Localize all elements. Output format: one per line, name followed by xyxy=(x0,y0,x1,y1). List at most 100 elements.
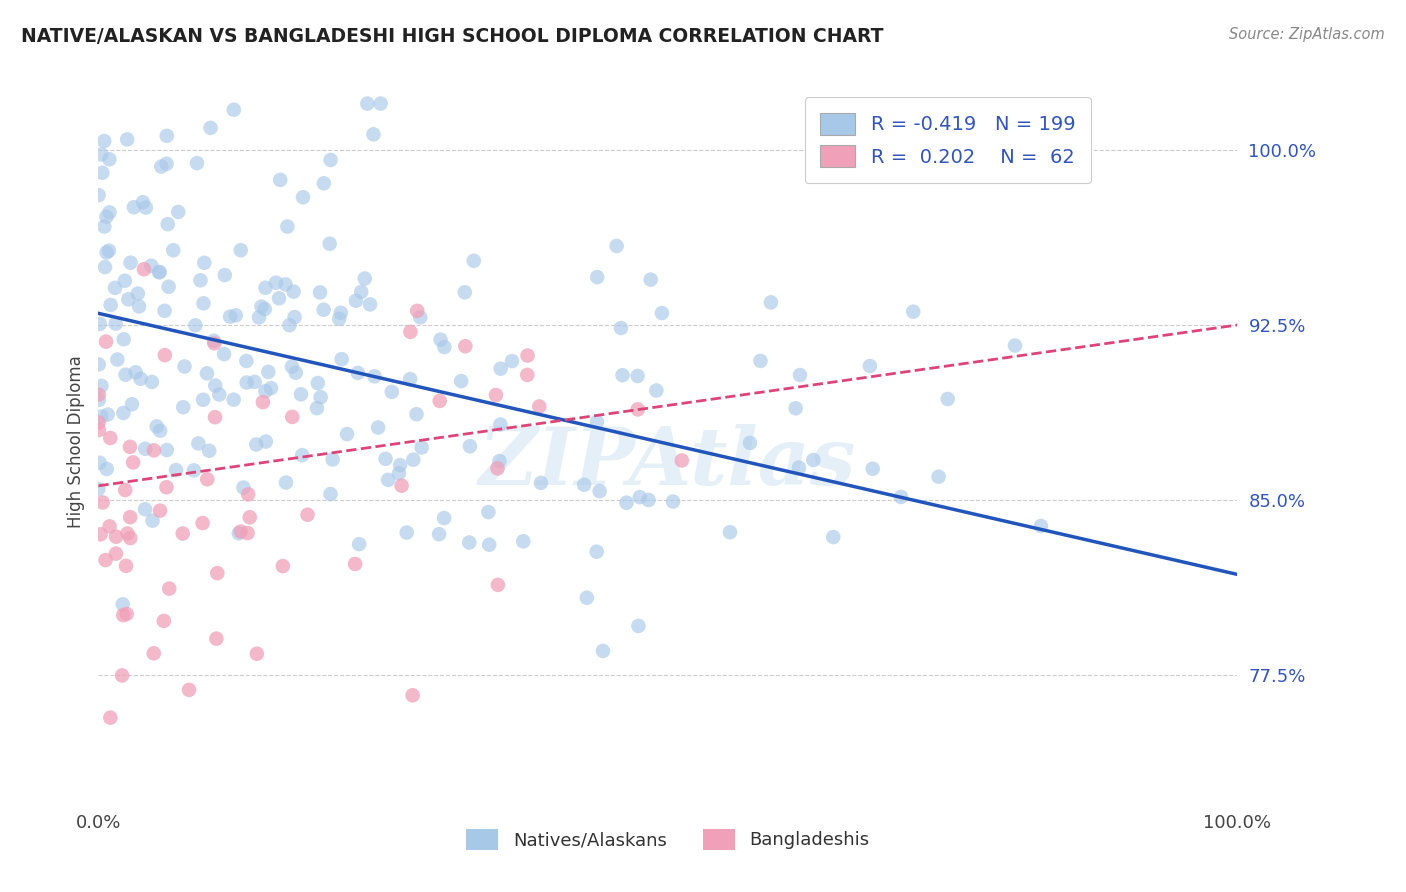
Point xyxy=(98,153,121,167)
Point xyxy=(395,525,418,540)
Point xyxy=(90,409,112,424)
Point xyxy=(222,103,245,117)
Point xyxy=(350,285,373,299)
Point xyxy=(318,236,340,251)
Point xyxy=(114,483,136,497)
Point xyxy=(142,646,165,660)
Point xyxy=(149,424,172,438)
Point xyxy=(97,408,120,422)
Point xyxy=(87,392,110,407)
Point xyxy=(530,475,553,490)
Point xyxy=(96,245,118,260)
Point xyxy=(359,297,381,311)
Point xyxy=(458,439,481,453)
Point xyxy=(122,200,145,214)
Point xyxy=(1004,338,1026,352)
Point xyxy=(278,318,301,333)
Point xyxy=(388,467,411,481)
Point xyxy=(389,458,412,472)
Point xyxy=(356,96,378,111)
Point xyxy=(616,496,638,510)
Point xyxy=(406,303,429,318)
Point xyxy=(267,291,290,305)
Point xyxy=(402,452,425,467)
Point xyxy=(87,416,110,430)
Point xyxy=(202,336,225,351)
Point xyxy=(204,410,226,425)
Point xyxy=(489,361,512,376)
Point xyxy=(759,295,782,310)
Point xyxy=(344,293,367,308)
Point xyxy=(155,480,177,494)
Point xyxy=(118,440,141,454)
Point xyxy=(391,478,413,492)
Point xyxy=(162,244,184,258)
Point xyxy=(399,372,422,386)
Point xyxy=(222,392,245,407)
Point xyxy=(156,443,179,458)
Point xyxy=(254,384,277,399)
Point xyxy=(120,531,142,545)
Point xyxy=(328,311,350,326)
Point xyxy=(128,300,150,314)
Point xyxy=(330,352,353,367)
Point xyxy=(193,296,215,310)
Point xyxy=(292,190,315,204)
Point xyxy=(512,534,534,549)
Point xyxy=(132,262,155,277)
Point xyxy=(489,417,512,432)
Point xyxy=(229,244,252,258)
Point xyxy=(381,384,404,399)
Point xyxy=(112,608,135,623)
Point xyxy=(127,286,149,301)
Point xyxy=(243,375,266,389)
Point xyxy=(271,559,294,574)
Point xyxy=(610,321,633,335)
Point xyxy=(801,453,824,467)
Point xyxy=(626,368,648,383)
Point xyxy=(149,265,172,279)
Point xyxy=(87,387,110,401)
Point xyxy=(148,265,170,279)
Point xyxy=(586,270,609,285)
Point xyxy=(204,378,226,392)
Point xyxy=(135,201,157,215)
Point xyxy=(823,530,845,544)
Point xyxy=(114,368,136,382)
Point xyxy=(115,607,138,621)
Point xyxy=(486,578,509,592)
Point xyxy=(606,239,628,253)
Point xyxy=(252,395,274,409)
Point xyxy=(228,526,250,541)
Point xyxy=(749,354,772,368)
Point xyxy=(651,306,673,320)
Point xyxy=(588,484,610,499)
Point xyxy=(575,591,598,605)
Point xyxy=(312,302,335,317)
Point xyxy=(671,453,693,467)
Point xyxy=(612,368,634,383)
Point xyxy=(319,153,342,167)
Point xyxy=(239,510,262,524)
Point xyxy=(572,477,595,491)
Point xyxy=(254,434,277,449)
Point xyxy=(309,285,332,300)
Point xyxy=(132,195,155,210)
Point xyxy=(98,711,121,725)
Point xyxy=(363,128,385,142)
Point xyxy=(129,372,152,386)
Point xyxy=(214,268,236,282)
Point xyxy=(370,96,392,111)
Point xyxy=(718,525,741,540)
Point xyxy=(96,210,118,224)
Point xyxy=(374,451,396,466)
Point xyxy=(122,455,145,469)
Point xyxy=(264,276,287,290)
Point xyxy=(183,463,205,477)
Point xyxy=(155,157,177,171)
Point xyxy=(347,537,370,551)
Point xyxy=(141,375,163,389)
Point xyxy=(142,443,165,458)
Point xyxy=(585,545,607,559)
Point xyxy=(94,260,117,274)
